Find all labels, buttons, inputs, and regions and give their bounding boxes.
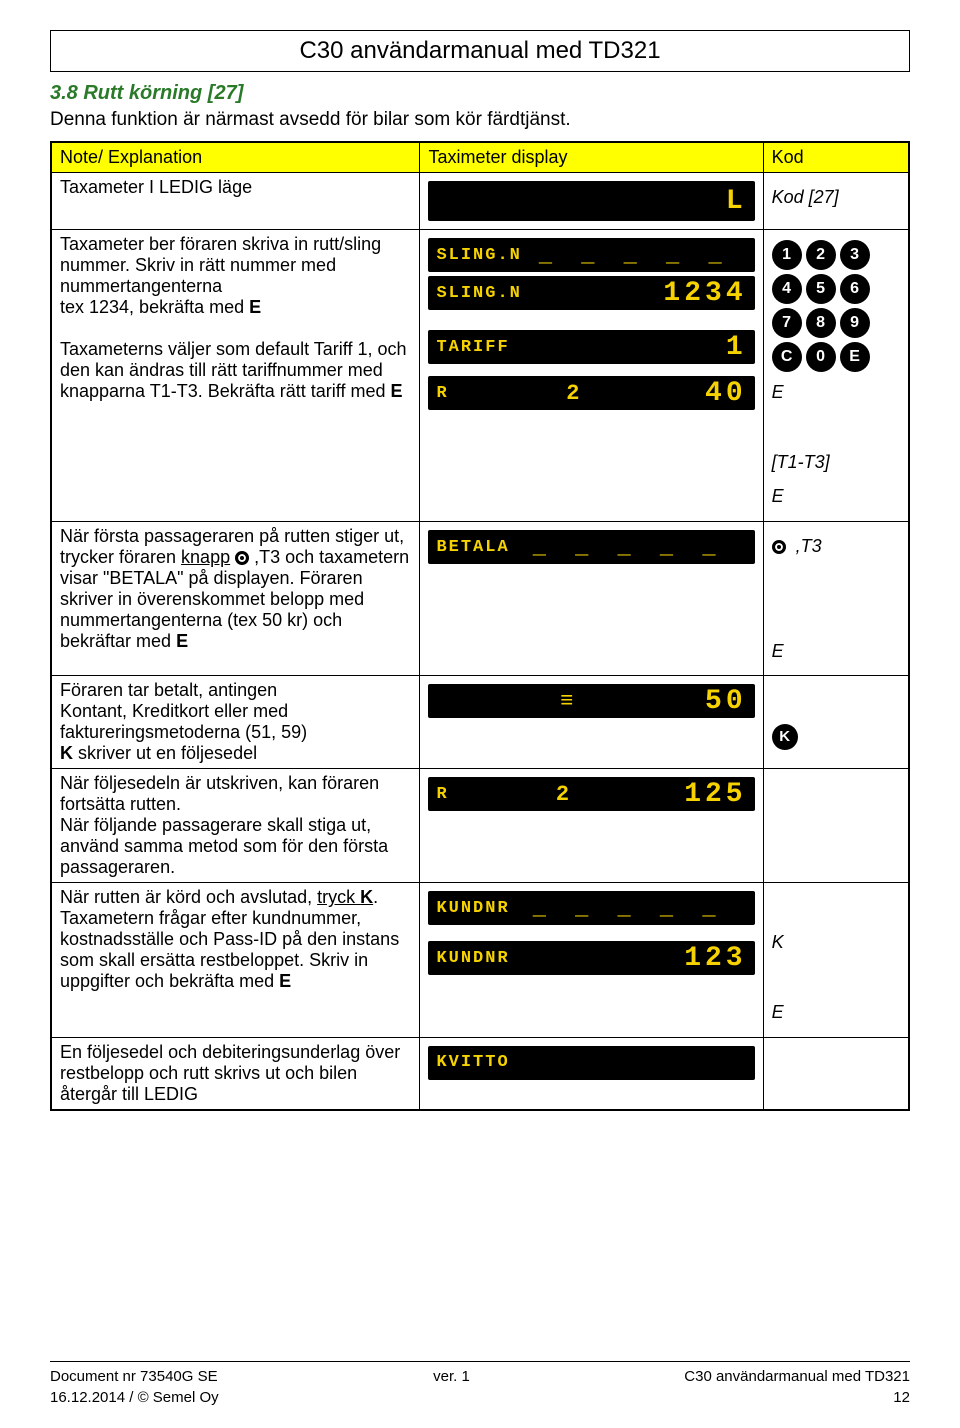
display-cell: R2125: [420, 769, 763, 883]
keypad-key: C: [772, 342, 802, 372]
kod-cell: ,T3 E: [763, 522, 909, 676]
note-cell: När rutten är körd och avslutad, tryck K…: [51, 883, 420, 1037]
lcd-display: KVITTO: [428, 1046, 754, 1080]
display-cell: KUNDNR_ _ _ _ _ KUNDNR123: [420, 883, 763, 1037]
footer-left: Document nr 73540G SE 16.12.2014 / © Sem…: [50, 1366, 219, 1408]
table-row: Taxameter ber föraren skriva in rutt/sli…: [51, 230, 909, 522]
lcd-display: KUNDNR_ _ _ _ _: [428, 891, 754, 925]
kod-cell: K E: [763, 883, 909, 1037]
keypad: 123 456 789 C0E: [772, 240, 900, 372]
footer-right: C30 användarmanual med TD321 12: [684, 1366, 910, 1408]
kod-cell: [763, 1037, 909, 1110]
keypad-key: 9: [840, 308, 870, 338]
display-cell: L: [420, 173, 763, 230]
col-note: Note/ Explanation: [51, 142, 420, 173]
section-intro: Denna funktion är närmast avsedd för bil…: [50, 109, 910, 131]
lcd-display: SLING.N_ _ _ _ _: [428, 238, 754, 272]
kod-cell: 123456789C0EE [T1-T3]E: [763, 230, 909, 522]
display-cell: BETALA_ _ _ _ _: [420, 522, 763, 676]
keypad-key: 8: [806, 308, 836, 338]
keypad-key: 5: [806, 274, 836, 304]
page-footer: Document nr 73540G SE 16.12.2014 / © Sem…: [50, 1361, 910, 1408]
keypad-key: 1: [772, 240, 802, 270]
keypad-key: 6: [840, 274, 870, 304]
instruction-table: Note/ Explanation Taximeter display Kod …: [50, 141, 910, 1111]
keypad-key: 7: [772, 308, 802, 338]
lcd-display: ≡50: [428, 684, 754, 718]
lcd-display: KUNDNR123: [428, 941, 754, 975]
kod-cell: [763, 769, 909, 883]
lcd-display: SLING.N1234: [428, 276, 754, 310]
display-cell: SLING.N_ _ _ _ _ SLING.N1234 TARIFF1 R240: [420, 230, 763, 522]
table-row: En följesedel och debiteringsunderlag öv…: [51, 1037, 909, 1110]
table-row: Föraren tar betalt, antingenKontant, Kre…: [51, 676, 909, 769]
kod-cell: K: [763, 676, 909, 769]
col-kod: Kod: [763, 142, 909, 173]
footer-center: ver. 1: [433, 1366, 470, 1408]
col-display: Taximeter display: [420, 142, 763, 173]
note-cell: Taxameter I LEDIG läge: [51, 173, 420, 230]
table-header-row: Note/ Explanation Taximeter display Kod: [51, 142, 909, 173]
table-row: När rutten är körd och avslutad, tryck K…: [51, 883, 909, 1037]
page-title: C30 användarmanual med TD321: [50, 30, 910, 72]
keypad-key: E: [840, 342, 870, 372]
table-row: Taxameter I LEDIG lägeLKod [27]: [51, 173, 909, 230]
table-row: När första passageraren på rutten stiger…: [51, 522, 909, 676]
keypad-key: 0: [806, 342, 836, 372]
lcd-display: BETALA_ _ _ _ _: [428, 530, 754, 564]
note-cell: När följesedeln är utskriven, kan förare…: [51, 769, 420, 883]
kod-cell: Kod [27]: [763, 173, 909, 230]
note-cell: Föraren tar betalt, antingenKontant, Kre…: [51, 676, 420, 769]
section-heading: 3.8 Rutt körning [27]: [50, 82, 910, 105]
lcd-display: R240: [428, 376, 754, 410]
note-cell: Taxameter ber föraren skriva in rutt/sli…: [51, 230, 420, 522]
table-row: När följesedeln är utskriven, kan förare…: [51, 769, 909, 883]
display-cell: ≡50: [420, 676, 763, 769]
note-cell: En följesedel och debiteringsunderlag öv…: [51, 1037, 420, 1110]
note-cell: När första passageraren på rutten stiger…: [51, 522, 420, 676]
keypad-key: 3: [840, 240, 870, 270]
keypad-key: 4: [772, 274, 802, 304]
lcd-display: L: [428, 181, 754, 221]
display-cell: KVITTO: [420, 1037, 763, 1110]
keypad-key: 2: [806, 240, 836, 270]
lcd-display: R2125: [428, 777, 754, 811]
lcd-display: TARIFF1: [428, 330, 754, 364]
